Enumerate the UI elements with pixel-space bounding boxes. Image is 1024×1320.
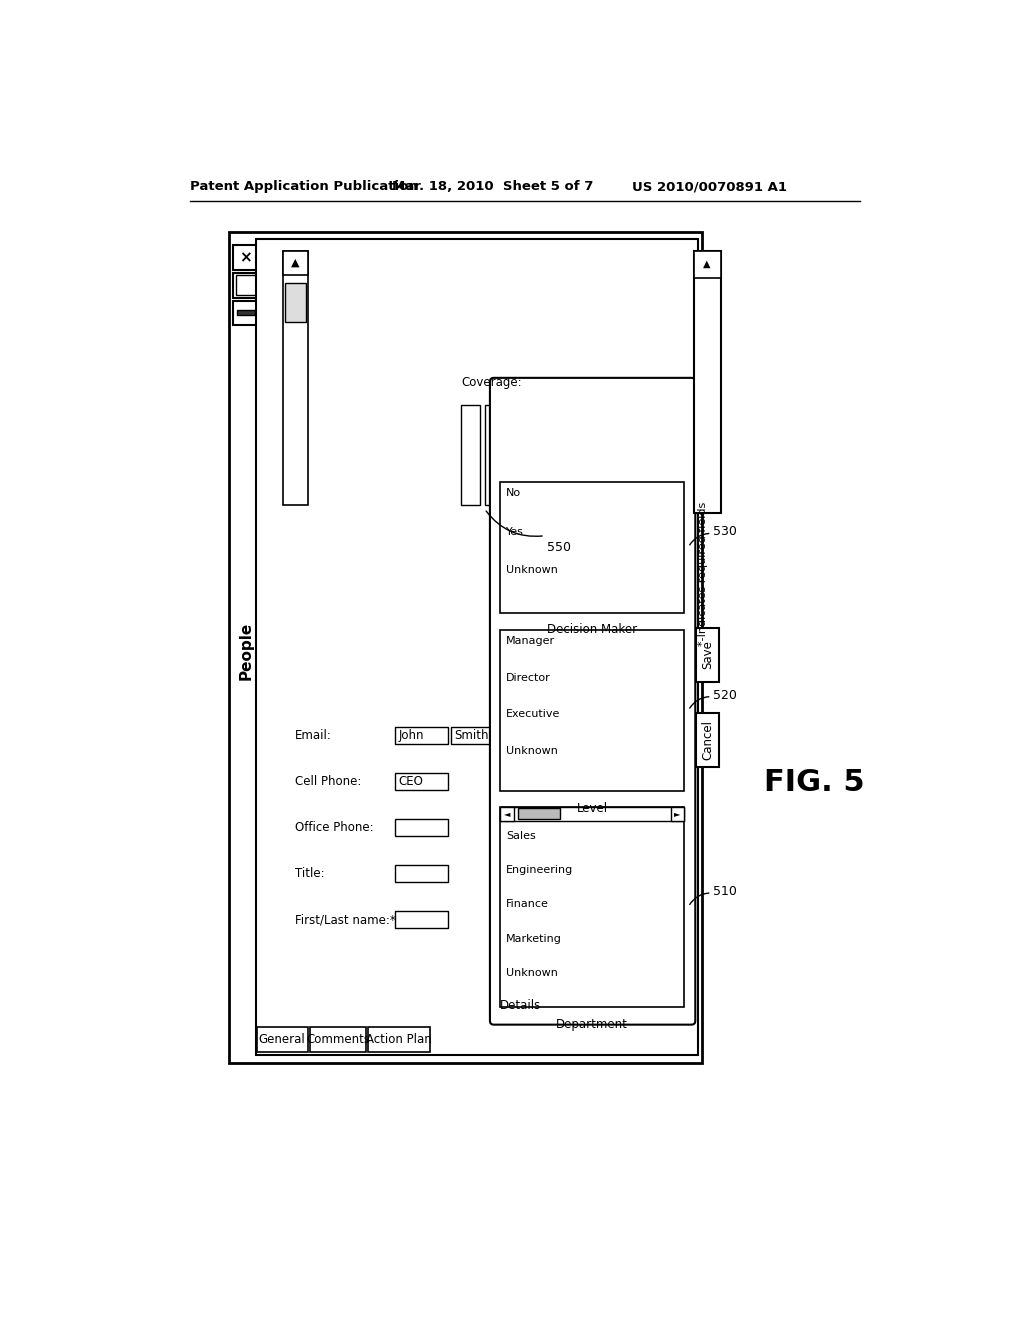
- Bar: [508, 866, 554, 882]
- Bar: [395, 726, 449, 743]
- Bar: [508, 911, 554, 928]
- Text: Decision Maker: Decision Maker: [547, 623, 637, 636]
- Bar: [693, 251, 721, 512]
- Bar: [508, 405, 526, 506]
- Text: Action Plan: Action Plan: [367, 1032, 432, 1045]
- Bar: [395, 774, 449, 789]
- Bar: [696, 628, 719, 682]
- Bar: [508, 774, 554, 789]
- Text: Unknown: Unknown: [506, 746, 558, 756]
- Bar: [285, 284, 306, 322]
- Bar: [395, 911, 449, 928]
- Bar: [395, 866, 449, 882]
- Bar: [558, 866, 604, 882]
- Bar: [578, 405, 596, 506]
- Text: Email:: Email:: [295, 729, 332, 742]
- Bar: [558, 911, 604, 928]
- Bar: [500, 482, 684, 612]
- Text: No: No: [506, 488, 521, 499]
- Bar: [554, 405, 572, 506]
- Text: Department: Department: [556, 1018, 628, 1031]
- Bar: [531, 405, 550, 506]
- Text: John: John: [398, 729, 424, 742]
- Text: US 2010/0070891 A1: US 2010/0070891 A1: [632, 181, 786, 194]
- Bar: [369, 1027, 430, 1052]
- Text: Level: Level: [577, 803, 608, 816]
- Bar: [452, 726, 504, 743]
- Text: Unknown: Unknown: [506, 565, 558, 576]
- Text: Coverage:: Coverage:: [461, 376, 522, 389]
- Bar: [500, 807, 684, 821]
- Text: Yes: Yes: [506, 527, 524, 537]
- Bar: [236, 276, 256, 296]
- Text: FIG. 5: FIG. 5: [764, 768, 864, 796]
- Text: 550: 550: [547, 541, 570, 554]
- Bar: [257, 1027, 308, 1052]
- Bar: [256, 239, 697, 1056]
- Text: Comments: Comments: [306, 1032, 370, 1045]
- FancyBboxPatch shape: [489, 378, 695, 1024]
- Text: Manager: Manager: [506, 636, 555, 647]
- Text: Patent Application Publication: Patent Application Publication: [190, 181, 418, 194]
- Text: 530: 530: [713, 525, 737, 539]
- Text: Cell Phone:: Cell Phone:: [295, 775, 361, 788]
- Text: Save: Save: [701, 640, 714, 669]
- Text: Unknown: Unknown: [506, 968, 558, 978]
- Bar: [461, 405, 480, 506]
- Bar: [395, 818, 449, 836]
- Text: Finance: Finance: [506, 899, 549, 909]
- Bar: [518, 808, 560, 818]
- Text: 520: 520: [713, 689, 737, 702]
- Bar: [508, 726, 554, 743]
- Bar: [508, 818, 554, 836]
- Bar: [500, 807, 514, 821]
- Text: ×: ×: [240, 251, 252, 265]
- Text: *-Indicates required fields: *-Indicates required fields: [698, 502, 708, 647]
- Text: General: General: [259, 1032, 305, 1045]
- Text: People: People: [239, 622, 253, 680]
- Text: Sales: Sales: [506, 832, 536, 841]
- Bar: [233, 246, 258, 271]
- Text: Mar. 18, 2010  Sheet 5 of 7: Mar. 18, 2010 Sheet 5 of 7: [391, 181, 593, 194]
- Text: Engineering: Engineering: [506, 865, 573, 875]
- Bar: [558, 818, 604, 836]
- Bar: [233, 301, 258, 326]
- Text: CEO: CEO: [398, 775, 423, 788]
- Text: Office Phone:: Office Phone:: [295, 821, 374, 834]
- Text: ◄: ◄: [504, 809, 510, 818]
- Bar: [228, 231, 701, 1063]
- Text: ▲: ▲: [291, 259, 300, 268]
- Bar: [558, 774, 604, 789]
- Bar: [237, 310, 255, 314]
- Bar: [500, 630, 684, 792]
- Bar: [558, 726, 604, 743]
- Text: Marketing: Marketing: [506, 933, 562, 944]
- Bar: [500, 807, 684, 1007]
- Bar: [696, 713, 719, 767]
- Text: 510: 510: [713, 884, 737, 898]
- Bar: [283, 251, 308, 276]
- Text: ▲: ▲: [703, 259, 711, 269]
- Text: Title:: Title:: [295, 867, 325, 880]
- Bar: [283, 251, 308, 506]
- Text: Cancel: Cancel: [701, 719, 714, 760]
- Text: Director: Director: [506, 673, 551, 682]
- Text: Details: Details: [500, 998, 542, 1011]
- Text: ►: ►: [674, 809, 681, 818]
- Text: Executive: Executive: [506, 709, 560, 719]
- Text: Smith: Smith: [455, 729, 488, 742]
- Bar: [233, 273, 258, 298]
- Bar: [484, 405, 503, 506]
- Bar: [671, 807, 684, 821]
- Bar: [693, 251, 721, 277]
- Bar: [310, 1027, 366, 1052]
- Text: First/Last name:*: First/Last name:*: [295, 913, 395, 927]
